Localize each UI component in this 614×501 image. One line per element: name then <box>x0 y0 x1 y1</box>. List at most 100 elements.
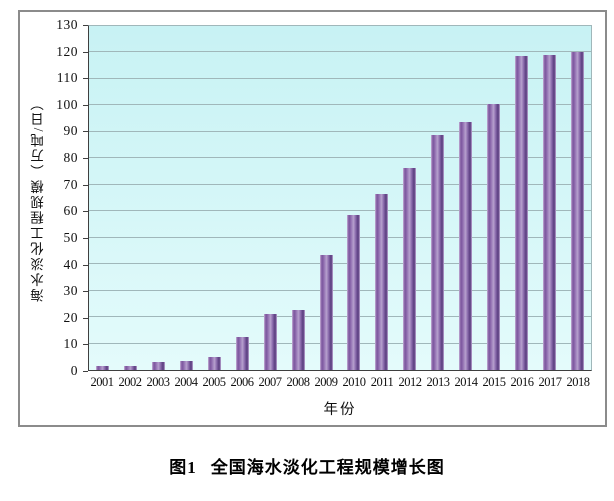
x-tick-label-2013: 2013 <box>426 375 451 389</box>
bar-cell-2009 <box>312 26 340 370</box>
x-tick-label-2001: 2001 <box>90 375 115 389</box>
bar-2008 <box>291 309 305 370</box>
gridline-80 <box>89 157 591 159</box>
bar-2001 <box>96 365 110 370</box>
y-tick-label-90: 90 <box>63 123 78 139</box>
bar-2006 <box>235 337 249 370</box>
x-tick-label-2006: 2006 <box>230 375 255 389</box>
bar-2016 <box>514 56 528 370</box>
bar-2005 <box>208 356 221 370</box>
bar-cell-2008 <box>284 26 312 370</box>
x-tick-label-2003: 2003 <box>146 375 171 389</box>
y-tick-mark-40 <box>83 264 88 266</box>
x-axis-title: 年份 <box>323 402 357 418</box>
bar-2009 <box>319 255 333 370</box>
bar-cell-2001 <box>89 26 117 370</box>
bar-2010 <box>347 214 361 370</box>
bar-2017 <box>542 55 556 370</box>
gridline-20 <box>89 316 591 318</box>
y-tick-mark-80 <box>83 158 88 160</box>
bar-cell-2005 <box>201 26 229 370</box>
bar-cell-2003 <box>145 26 173 370</box>
x-tick-label-2012: 2012 <box>398 375 423 389</box>
figure-caption: 图1 全国海水淡化工程规模增长图 <box>0 453 614 478</box>
bar-2007 <box>263 313 277 370</box>
figure-number: 图1 <box>169 458 197 477</box>
y-tick-mark-110 <box>83 78 88 80</box>
bar-cell-2007 <box>256 26 284 370</box>
bar-cell-2004 <box>173 26 201 370</box>
plot-area <box>88 25 592 371</box>
y-tick-mark-130 <box>83 25 88 26</box>
x-tick-label-2017: 2017 <box>538 375 563 389</box>
y-tick-label-60: 60 <box>63 203 78 219</box>
x-tick-label-2009: 2009 <box>314 375 339 389</box>
x-tick-label-2015: 2015 <box>482 375 507 389</box>
y-tick-mark-90 <box>83 131 88 133</box>
gridline-120 <box>89 51 591 53</box>
bar-2002 <box>124 365 138 370</box>
x-tick-label-2005: 2005 <box>202 375 227 389</box>
bar-2018 <box>570 51 584 370</box>
y-tick-label-110: 110 <box>56 70 78 86</box>
x-tick-label-2018: 2018 <box>566 375 591 389</box>
gridline-70 <box>89 183 591 185</box>
bar-cell-2013 <box>424 26 452 370</box>
gridline-30 <box>89 289 591 291</box>
bar-cell-2015 <box>479 26 507 370</box>
x-axis: 2001 2002 2003 2004 2005 2006 2007 2008 2009 2010… <box>88 375 592 391</box>
figure-title: 全国海水淡化工程规模增长图 <box>210 458 445 477</box>
bar-series <box>89 26 591 370</box>
chart-frame: 海水淡化工程规模（万吨/日） 0 10 20 30 40 50 60 70 80 90 100 110… <box>18 10 607 427</box>
y-tick-mark-10 <box>83 344 88 346</box>
y-tick-label-100: 100 <box>56 96 78 112</box>
x-tick-label-2007: 2007 <box>258 375 283 389</box>
gridline-60 <box>89 210 591 212</box>
x-tick-label-2014: 2014 <box>454 375 479 389</box>
y-tick-mark-50 <box>83 237 88 239</box>
y-tick-mark-70 <box>83 184 88 186</box>
gridline-100 <box>89 104 591 106</box>
y-tick-mark-20 <box>83 317 88 319</box>
bar-2015 <box>486 103 500 370</box>
bar-cell-2014 <box>452 26 480 370</box>
bar-2012 <box>403 167 417 370</box>
bar-cell-2011 <box>368 26 396 370</box>
y-tick-label-10: 10 <box>63 336 78 352</box>
bar-cell-2017 <box>535 26 563 370</box>
y-tick-label-0: 0 <box>70 363 78 378</box>
y-tick-label-80: 80 <box>63 150 78 166</box>
y-tick-label-30: 30 <box>63 283 78 299</box>
y-tick-mark-100 <box>83 104 88 106</box>
y-tick-label-20: 20 <box>63 309 78 325</box>
bar-cell-2018 <box>563 26 591 370</box>
bar-cell-2016 <box>507 26 535 370</box>
gridline-50 <box>89 236 591 238</box>
bar-2013 <box>431 135 445 370</box>
y-tick-label-40: 40 <box>63 256 78 272</box>
gridline-110 <box>89 77 591 79</box>
bar-2004 <box>180 360 194 370</box>
y-tick-mark-60 <box>83 211 88 213</box>
x-tick-label-2016: 2016 <box>510 375 535 389</box>
y-tick-mark-120 <box>83 51 88 53</box>
bar-cell-2012 <box>396 26 424 370</box>
x-tick-label-2002: 2002 <box>118 375 143 389</box>
gridline-90 <box>89 130 591 132</box>
x-tick-label-2010: 2010 <box>342 375 367 389</box>
bar-2003 <box>152 362 166 370</box>
x-tick-label-2011: 2011 <box>370 375 394 389</box>
y-tick-mark-0 <box>83 371 88 372</box>
y-tick-label-50: 50 <box>63 229 78 245</box>
bar-cell-2010 <box>340 26 368 370</box>
y-tick-label-120: 120 <box>56 43 78 59</box>
bar-cell-2006 <box>228 26 256 370</box>
gridline-10 <box>89 342 591 344</box>
x-tick-label-2004: 2004 <box>174 375 199 389</box>
y-tick-mark-30 <box>83 291 88 293</box>
x-tick-label-2008: 2008 <box>286 375 311 389</box>
y-tick-label-130: 130 <box>56 17 78 32</box>
gridline-40 <box>89 263 591 265</box>
bar-2014 <box>459 122 473 370</box>
y-tick-label-70: 70 <box>63 176 78 192</box>
